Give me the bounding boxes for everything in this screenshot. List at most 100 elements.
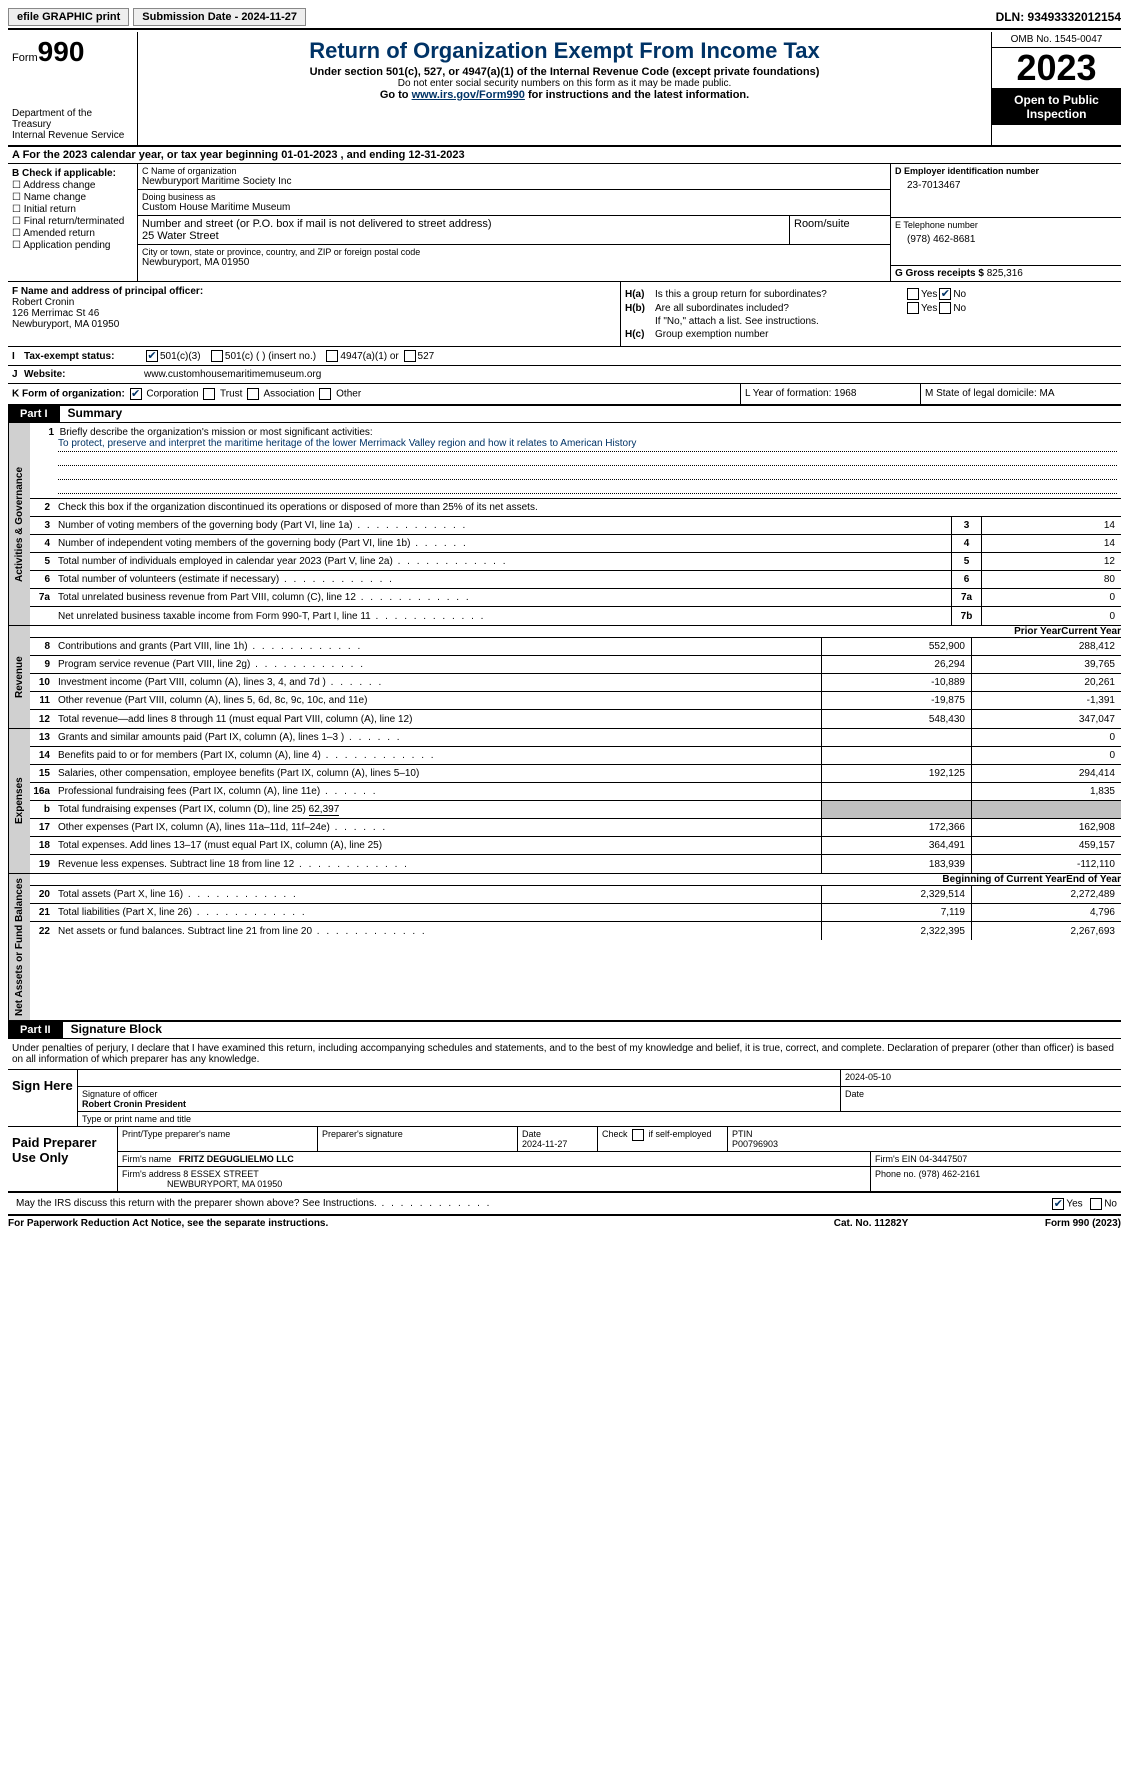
firm-name: FRITZ DEGUGLIELMO LLC <box>179 1154 294 1164</box>
website-value: www.customhousemaritimemuseum.org <box>144 369 321 380</box>
c12: 347,047 <box>971 710 1121 728</box>
firm-city: NEWBURYPORT, MA 01950 <box>167 1179 282 1189</box>
dln-label: DLN: 93493332012154 <box>996 10 1121 24</box>
hb-no[interactable] <box>939 302 951 314</box>
chk-address-change[interactable]: Address change <box>12 180 133 191</box>
hdr-begin: Beginning of Current Year <box>942 874 1066 885</box>
p22: 2,322,395 <box>821 922 971 940</box>
tel-label: E Telephone number <box>895 220 1117 230</box>
submission-button[interactable]: Submission Date - 2024-11-27 <box>133 8 306 26</box>
row-klm: K Form of organization: Corporation Trus… <box>8 384 1121 406</box>
ptin-lbl: PTIN <box>732 1129 753 1139</box>
p11: -19,875 <box>821 692 971 709</box>
l10: Investment income (Part VIII, column (A)… <box>54 675 821 690</box>
p10: -10,889 <box>821 674 971 691</box>
c9: 39,765 <box>971 656 1121 673</box>
discuss-no[interactable] <box>1090 1198 1102 1210</box>
chk-initial-return[interactable]: Initial return <box>12 204 133 215</box>
chk-final-return[interactable]: Final return/terminated <box>12 216 133 227</box>
l3: Number of voting members of the governin… <box>54 518 951 533</box>
p17: 172,366 <box>821 819 971 836</box>
box-b-title: B Check if applicable: <box>12 168 116 179</box>
status-lead: Tax-exempt status: <box>24 351 144 362</box>
goto-pre: Go to <box>380 89 412 101</box>
l22: Net assets or fund balances. Subtract li… <box>54 924 821 939</box>
opt-assoc: Association <box>263 389 314 400</box>
v7a: 0 <box>981 589 1121 606</box>
l16a: Professional fundraising fees (Part IX, … <box>54 784 821 799</box>
chk-501c3[interactable] <box>146 350 158 362</box>
chk-self-emp[interactable] <box>632 1129 644 1141</box>
l15: Salaries, other compensation, employee b… <box>54 766 821 781</box>
chk-501c[interactable] <box>211 350 223 362</box>
efile-button[interactable]: efile GRAPHIC print <box>8 8 129 26</box>
entity-block: B Check if applicable: Address change Na… <box>8 164 1121 282</box>
l16b: Total fundraising expenses (Part IX, col… <box>54 802 821 817</box>
gross-value: 825,316 <box>987 268 1023 279</box>
firm-ein-lbl: Firm's EIN <box>875 1154 917 1164</box>
box-c: C Name of organization Newburyport Marit… <box>138 164 891 281</box>
chk-corp[interactable] <box>130 388 142 400</box>
firm-addr-lbl: Firm's address <box>122 1169 181 1179</box>
pra-notice: For Paperwork Reduction Act Notice, see … <box>8 1218 771 1229</box>
type-name-lbl: Type or print name and title <box>78 1112 1121 1126</box>
opt-corp: Corporation <box>146 389 198 400</box>
opt-501c: 501(c) ( ) (insert no.) <box>225 351 316 362</box>
street-label: Number and street (or P.O. box if mail i… <box>142 218 785 230</box>
tax-status-row: I Tax-exempt status: 501(c)(3) 501(c) ( … <box>8 347 1121 366</box>
opt-other: Other <box>336 389 361 400</box>
tax-year: 2023 <box>992 48 1121 89</box>
chk-assoc[interactable] <box>247 388 259 400</box>
chk-other[interactable] <box>319 388 331 400</box>
l4: Number of independent voting members of … <box>54 536 951 551</box>
tab-governance: Activities & Governance <box>8 423 30 625</box>
c11: -1,391 <box>971 692 1121 709</box>
l11: Other revenue (Part VIII, column (A), li… <box>54 693 821 708</box>
hb-label: Are all subordinates included? <box>655 303 905 314</box>
ha-yes[interactable] <box>907 288 919 300</box>
hdr-current: Current Year <box>1061 626 1121 637</box>
v6: 80 <box>981 571 1121 588</box>
sign-here-block: Sign Here 2024-05-10 Signature of office… <box>8 1070 1121 1127</box>
p13 <box>821 729 971 746</box>
prep-date-lbl: Date <box>522 1129 541 1139</box>
box-l: L Year of formation: 1968 <box>741 384 921 404</box>
l8: Contributions and grants (Part VIII, lin… <box>54 639 821 654</box>
irs-link[interactable]: www.irs.gov/Form990 <box>412 89 525 101</box>
firm-addr: 8 ESSEX STREET <box>183 1169 259 1179</box>
ha-label: Is this a group return for subordinates? <box>655 289 905 300</box>
p14 <box>821 747 971 764</box>
part2-header: Part II Signature Block <box>8 1022 1121 1039</box>
l12: Total revenue—add lines 8 through 11 (mu… <box>54 712 821 727</box>
ein-value: 23-7013467 <box>895 176 1117 191</box>
date-lbl: Date <box>845 1089 864 1099</box>
chk-4947[interactable] <box>326 350 338 362</box>
header-right: OMB No. 1545-0047 2023 Open to Public In… <box>991 32 1121 145</box>
officer-name: Robert Cronin <box>12 297 74 308</box>
tab-revenue: Revenue <box>8 626 30 728</box>
part1-header: Part I Summary <box>8 406 1121 423</box>
discuss-yes[interactable] <box>1052 1198 1064 1210</box>
c18: 459,157 <box>971 837 1121 854</box>
ein-label: D Employer identification number <box>895 166 1117 176</box>
chk-trust[interactable] <box>203 388 215 400</box>
part2-badge: Part II <box>8 1022 63 1038</box>
l18: Total expenses. Add lines 13–17 (must eq… <box>54 838 821 853</box>
section-net-assets: Net Assets or Fund Balances Beginning of… <box>8 874 1121 1022</box>
chk-name-change[interactable]: Name change <box>12 192 133 203</box>
hb-yes[interactable] <box>907 302 919 314</box>
chk-app-pending[interactable]: Application pending <box>12 240 133 251</box>
tab-net-assets: Net Assets or Fund Balances <box>8 874 30 1020</box>
chk-527[interactable] <box>404 350 416 362</box>
v4: 14 <box>981 535 1121 552</box>
box-h: H(a) Is this a group return for subordin… <box>621 282 1121 346</box>
chk-amended[interactable]: Amended return <box>12 228 133 239</box>
opt-4947: 4947(a)(1) or <box>340 351 398 362</box>
subtitle-3: Go to www.irs.gov/Form990 for instructio… <box>146 89 983 101</box>
ha-no[interactable] <box>939 288 951 300</box>
c13: 0 <box>971 729 1121 746</box>
c14: 0 <box>971 747 1121 764</box>
officer-signed: Robert Cronin President <box>82 1099 186 1109</box>
firm-ein: 04-3447507 <box>919 1154 967 1164</box>
sign-here-label: Sign Here <box>8 1070 78 1126</box>
